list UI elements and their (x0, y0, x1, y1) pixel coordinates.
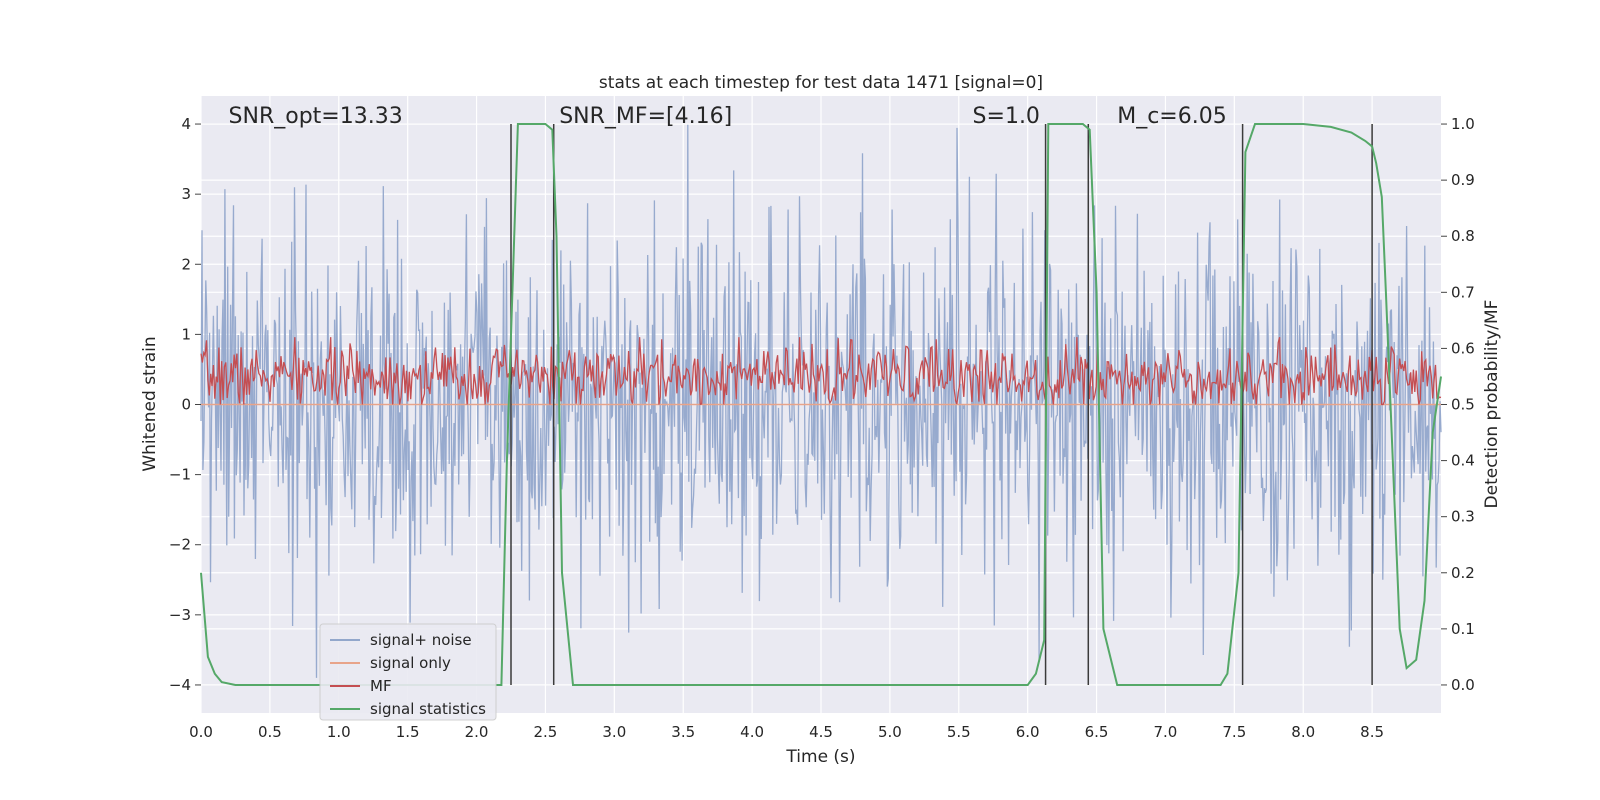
annotation-mc-val: M_c=6.05 (1117, 104, 1227, 129)
y-axis-label-right: Detection probability/MF (1482, 300, 1502, 509)
annotation-snr-mf: SNR_MF=[4.16] (559, 104, 732, 129)
x-tick-label: 8.5 (1360, 723, 1384, 741)
y-tick-label-left: −2 (169, 536, 191, 554)
y-tick-label-right: 0.1 (1451, 620, 1475, 638)
y-tick-label-right: 0.8 (1451, 227, 1475, 245)
x-axis-label: Time (s) (785, 747, 855, 767)
x-tick-label: 6.5 (1085, 723, 1109, 741)
y-tick-label-right: 0.0 (1451, 676, 1475, 694)
y-tick-label-left: 1 (181, 325, 191, 343)
x-tick-label: 7.0 (1154, 723, 1178, 741)
y-tick-label-right: 0.5 (1451, 396, 1475, 414)
y-tick-label-left: −4 (169, 676, 191, 694)
y-axis-label-left: Whitened strain (140, 336, 160, 471)
legend-label-signal-noise: signal+ noise (370, 631, 472, 649)
legend-label-signal-statistics: signal statistics (370, 700, 486, 718)
legend: signal+ noise signal only MF signal stat… (319, 623, 497, 721)
y-tick-label-right: 0.9 (1451, 171, 1475, 189)
y-tick-label-left: 0 (181, 396, 191, 414)
x-tick-label: 2.5 (534, 723, 558, 741)
axis-ticks: 0.0 0.5 1.0 1.5 2.0 2.5 3.0 3.5 4.0 4.5 5.0 5.5 6.0 6… (169, 115, 1475, 741)
y-tick-label-left: 4 (181, 115, 191, 133)
chart-title: stats at each timestep for test data 147… (599, 73, 1043, 93)
line-signal-noise (200, 124, 1442, 678)
x-tick-label: 7.5 (1222, 723, 1246, 741)
y-tick-label-left: −1 (169, 466, 191, 484)
x-tick-label: 0.0 (189, 723, 213, 741)
x-tick-label: 8.0 (1291, 723, 1315, 741)
x-tick-label: 0.5 (258, 723, 282, 741)
y-tick-label-right: 0.4 (1451, 452, 1475, 470)
y-tick-label-right: 0.6 (1451, 339, 1475, 357)
line-mf (200, 337, 1442, 406)
x-tick-label: 1.5 (396, 723, 420, 741)
y-tick-label-right: 0.7 (1451, 283, 1475, 301)
x-tick-label: 4.5 (809, 723, 833, 741)
x-tick-label: 5.5 (947, 723, 971, 741)
y-tick-label-left: 2 (181, 255, 191, 273)
y-tick-label-right: 0.3 (1451, 508, 1475, 526)
y-tick-label-right: 0.2 (1451, 564, 1475, 582)
x-tick-label: 2.0 (465, 723, 489, 741)
x-tick-label: 6.0 (1016, 723, 1040, 741)
annotations: SNR_opt=13.33 SNR_MF=[4.16] S=1.0 M_c=6.05 (229, 104, 1227, 129)
legend-label-mf: MF (370, 677, 392, 695)
y-tick-label-left: 3 (181, 185, 191, 203)
annotation-s-val: S=1.0 (973, 104, 1040, 129)
x-tick-label: 3.5 (671, 723, 695, 741)
x-tick-label: 3.0 (602, 723, 626, 741)
series-mf (200, 337, 1442, 406)
x-tick-label: 1.0 (327, 723, 351, 741)
legend-box (319, 623, 497, 721)
x-tick-label: 5.0 (878, 723, 902, 741)
y-tick-label-left: −3 (169, 606, 191, 624)
y-tick-label-right: 1.0 (1451, 115, 1475, 133)
legend-label-signal-only: signal only (370, 654, 451, 672)
series-signal-noise (200, 124, 1442, 678)
x-tick-label: 4.0 (740, 723, 764, 741)
annotation-snr-opt: SNR_opt=13.33 (229, 104, 403, 129)
